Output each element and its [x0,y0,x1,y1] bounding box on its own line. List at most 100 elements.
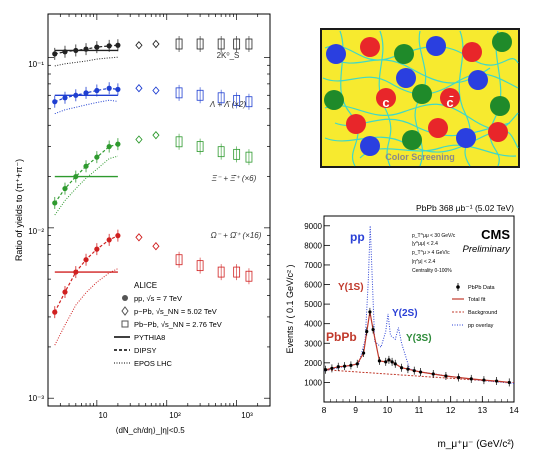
legend-ppb: p−Pb, √s_NN = 5.02 TeV [134,307,217,316]
blue-color-charge-3 [426,36,446,56]
pp-point-lambda [94,87,100,94]
pp-point-k0s [73,47,79,54]
gluon-string-i [489,30,502,167]
cms-y-tick-label: 1000 [304,378,322,387]
ppb-point-lambda [152,86,160,95]
cut-centrality: Centrality 0-100% [412,268,452,274]
label-k0s: 2K⁰_S [217,51,240,60]
ppb-point-xi [152,130,160,140]
red-color-charge-1 [360,37,380,57]
legend-title: ALICE [134,281,157,290]
pp-point-lambda [83,90,89,96]
label-xi: Ξ⁻ + Ξ̄⁺ (×6) [211,174,257,183]
alice-y-tick-2: 10⁻² [28,227,44,236]
alice-y-tick-3: 10⁻³ [28,394,44,403]
gluon-string-l [359,144,517,159]
pbpb-data-point [390,360,394,364]
charm-label: c [382,95,389,110]
pp-point-omega [62,289,68,295]
cms-y-tick-label: 5000 [304,300,322,309]
pp-point-k0s [52,51,58,57]
legend-fit: Total fit [468,297,486,303]
pbpb-data-point [368,310,372,314]
red-color-charge-18 [488,122,508,142]
cms-y-tick-label: 4000 [304,320,322,329]
pbpb-data-point [355,362,359,366]
cms-x-tick-label: 13 [478,405,488,415]
pbpb-data-point [393,362,397,366]
color-screening-schematic: c c̄ Color Screening [320,28,520,168]
label-omega: Ω⁻ + Ω̄⁺ (×16) [211,231,262,240]
alice-ratio-plot: Ratio of yields to (π⁺+π⁻) 10⁻¹ 10⁻² 10⁻… [0,0,280,440]
pp-point-xi [94,154,100,160]
red-color-charge-4 [462,42,482,62]
alice-x-tick-2: 10² [169,411,181,420]
pbpb-data-point [342,364,347,368]
pbpb-data-point [330,366,334,370]
alice-frame [47,13,271,407]
red-color-charge-16 [428,118,448,138]
pbpb-data-point [371,327,375,332]
ppb-point-xi [135,135,143,144]
legend-dipsy: DIPSY [134,346,157,355]
alice-legend: ALICE pp, √s = 7 TeV p−Pb, √s_NN = 5.02 … [114,281,222,368]
pbpb-data-point [323,368,328,372]
ppb-point-omega [135,233,143,242]
legend-data: PbPb Data [468,285,496,291]
alice-x-tick-1: 10 [99,411,108,420]
legend-epos: EPOS LHC [134,359,173,368]
cms-header: PbPb 368 μb⁻¹ (5.02 TeV) [416,203,514,213]
upsilon-1s-label: Υ(1S) [338,282,364,293]
pp-point-xi [62,185,68,192]
ppb-point-omega [152,242,160,251]
pp-point-lambda [106,85,112,91]
cms-logo: CMS [481,227,510,242]
pp-point-lambda [52,99,58,105]
cms-x-tick-label: 12 [446,405,456,415]
epos-curve-lambda [54,99,118,115]
pbpb-data-point [507,380,511,385]
legend-pythia: PYTHIA8 [134,333,165,342]
pbpb-data-point [387,358,391,362]
pbpb-data-point [361,351,366,355]
pp-point-xi [106,143,112,150]
ppb-point-lambda [135,84,143,93]
pbpb-data-point [399,366,404,370]
cms-preliminary: Preliminary [462,244,511,255]
cms-y-axis-label: Events / ( 0.1 GeV/c² ) [285,264,295,353]
pp-point-xi [83,163,89,169]
pbpb-data-point [444,374,448,378]
pbpb-data-point [494,379,499,383]
anticharm-label: c̄ [446,95,453,110]
gluon-string-j [329,57,491,84]
pp-point-lambda [115,86,121,92]
cms-x-tick-label: 10 [383,405,393,415]
pp-point-k0s [106,43,112,49]
cms-x-axis-label: m_μ⁺μ⁻ (GeV/c²) [437,439,514,450]
pp-point-lambda [62,95,68,101]
cms-x-tick-label: 11 [415,405,424,415]
pp-point-omega [83,257,89,263]
cms-dimuon-svg: PbPb 368 μb⁻¹ (5.02 TeV) 8 9 10 11 12 13 14 100… [285,203,519,450]
legend-bkg: Background [468,310,497,316]
cms-y-tick-label: 6000 [304,281,322,290]
pbpb-data-point [377,359,382,363]
legend-pbpb-marker [121,320,129,328]
pp-point-k0s [62,49,68,55]
blue-color-charge-11 [468,70,488,90]
pbpb-data-point [406,367,410,371]
pp-point-omega [52,309,58,315]
pp-point-xi [115,141,121,147]
pbpb-data-point [336,365,340,369]
pbpb-label: PbPb [326,330,357,344]
pbpb-data-point [456,375,461,380]
pp-point-xi [73,173,79,180]
legend-ppb-marker [121,306,129,316]
pbpb-data-point [349,363,353,367]
cms-y-tick-label: 8000 [304,241,322,250]
cms-y-tick-label: 3000 [304,339,322,348]
alice-x-axis-label: ⟨dN_ch/dη⟩_|η|<0.5 [115,426,185,435]
cms-cuts: p_T^μμ < 30 GeV/c |y^μμ| < 2.4 p_T^μ > 4… [412,233,456,274]
pp-label: pp [350,230,365,244]
cut-pt-muon: p_T^μ > 4 GeV/c [412,250,450,256]
